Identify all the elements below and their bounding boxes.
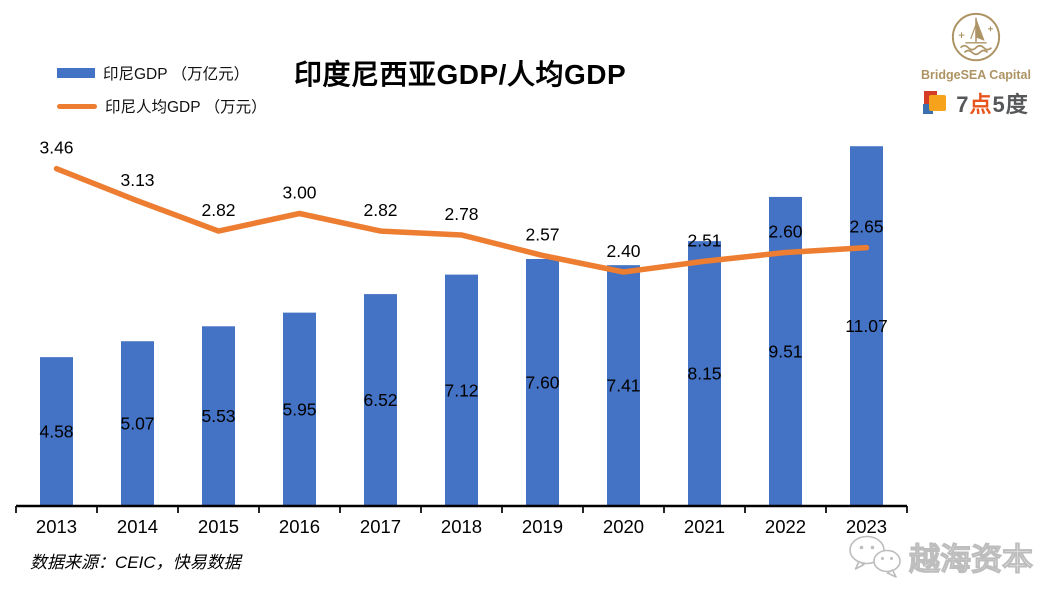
x-axis-label-2016: 2016 <box>279 516 320 537</box>
seven-five-squares-icon <box>923 91 947 115</box>
bridgesea-name: BridgeSEA Capital <box>921 68 1031 82</box>
line-label-2017: 2.82 <box>363 200 397 220</box>
bar-2021 <box>688 241 721 506</box>
gdp-per-capita-line <box>53 165 870 275</box>
bar-2022 <box>769 196 802 507</box>
bar-label-2019: 7.60 <box>525 373 559 393</box>
bar-label-2016: 5.95 <box>282 399 316 419</box>
x-axis-label-2015: 2015 <box>198 516 239 537</box>
bar-label-2014: 5.07 <box>120 414 154 434</box>
chart-title: 印度尼西亚GDP/人均GDP <box>294 59 627 90</box>
bar-label-2013: 4.58 <box>39 422 73 442</box>
seven-five-text: 7点5度 <box>956 92 1029 117</box>
bar-label-2017: 6.52 <box>363 390 397 410</box>
bar-label-2023: 11.07 <box>845 316 888 336</box>
line-label-2013: 3.46 <box>39 138 73 158</box>
legend-item-gdp: 印尼GDP （万亿元） <box>57 62 267 84</box>
line-label-2014: 3.13 <box>120 170 154 190</box>
legend-line-swatch <box>57 103 97 109</box>
line-label-2023: 2.65 <box>849 217 883 237</box>
bar-2013 <box>40 357 73 506</box>
x-axis-label-2018: 2018 <box>441 516 482 537</box>
line-label-2015: 2.82 <box>201 200 235 220</box>
bar-label-2022: 9.51 <box>768 341 802 361</box>
x-axis-label-2023: 2023 <box>846 516 887 537</box>
line-label-2018: 2.78 <box>444 204 478 224</box>
x-axis-label-2013: 2013 <box>36 516 77 537</box>
bar-2015 <box>202 326 235 506</box>
line-label-2022: 2.60 <box>768 222 802 242</box>
watermark-label: 越海资本 <box>909 541 1034 577</box>
chart-legend: 印尼GDP （万亿元） 印尼人均GDP （万元） <box>57 62 267 117</box>
branding-block: BridgeSEA Capital 7点5度 <box>916 10 1036 119</box>
bar-2016 <box>283 312 316 506</box>
watermark: 越海资本 <box>846 533 1034 579</box>
legend-item-gdp-per-capita: 印尼人均GDP （万元） <box>57 95 267 117</box>
bar-2017 <box>364 294 397 506</box>
bar-2018 <box>445 274 478 506</box>
legend-item-label: 印尼GDP （万亿元） <box>103 66 250 83</box>
sf-square-blue <box>923 104 934 114</box>
line-label-2019: 2.57 <box>525 224 559 244</box>
wechat-icon <box>849 535 901 578</box>
x-axis-label-2020: 2020 <box>603 516 644 537</box>
x-axis-label-2021: 2021 <box>684 516 725 537</box>
bar-label-2020: 7.41 <box>606 376 640 396</box>
x-axis-label-2022: 2022 <box>765 516 806 537</box>
line-label-2021: 2.51 <box>687 230 721 250</box>
line-label-2020: 2.40 <box>606 241 640 261</box>
bar-2019 <box>526 259 559 506</box>
seven-five-accent: 点 <box>969 92 993 117</box>
seven-five-logo: 7点5度 <box>916 87 1036 119</box>
bar-2020 <box>607 265 640 506</box>
legend-bar-swatch <box>57 68 95 78</box>
legend-item-label: 印尼人均GDP （万元） <box>105 99 267 116</box>
bar-label-2018: 7.12 <box>444 380 478 400</box>
bar-2023 <box>850 146 883 506</box>
sf-square-orange <box>929 95 947 111</box>
x-axis-label-2019: 2019 <box>522 516 563 537</box>
x-axis-label-2017: 2017 <box>360 516 401 537</box>
bar-label-2015: 5.53 <box>201 406 235 426</box>
bar-2014 <box>121 341 154 506</box>
line-label-2016: 3.00 <box>282 183 316 203</box>
bar-label-2021: 8.15 <box>687 364 721 384</box>
source-note: 数据来源：CEIC，快易数据 <box>30 553 241 572</box>
x-axis-label-2014: 2014 <box>117 516 158 537</box>
bridgesea-logo-icon <box>951 12 1001 62</box>
